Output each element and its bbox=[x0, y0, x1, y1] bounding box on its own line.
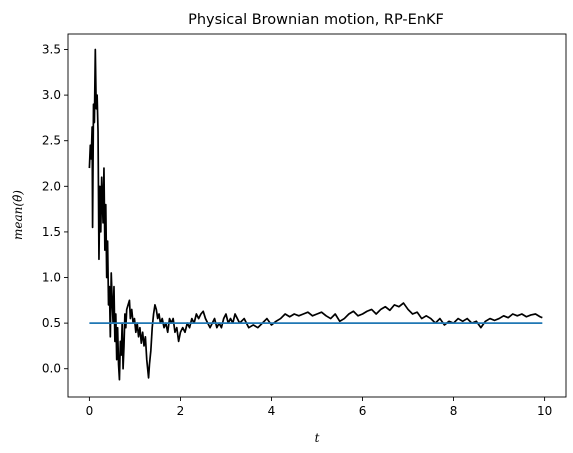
chart-title: Physical Brownian motion, RP-EnKF bbox=[188, 12, 444, 28]
x-axis-label: t bbox=[315, 431, 320, 445]
x-tick-label: 6 bbox=[359, 404, 367, 418]
y-tick-label: 1.0 bbox=[42, 271, 61, 285]
x-tick-label: 2 bbox=[177, 404, 185, 418]
y-axis-ticks: 0.0 0.5 1.0 1.5 2.0 2.5 3.0 3.5 bbox=[42, 43, 68, 376]
y-tick-label: 2.0 bbox=[42, 179, 61, 193]
y-tick-label: 1.5 bbox=[42, 225, 61, 239]
x-tick-label: 10 bbox=[537, 404, 552, 418]
y-tick-label: 3.0 bbox=[42, 88, 61, 102]
y-tick-label: 3.5 bbox=[42, 43, 61, 57]
y-tick-label: 2.5 bbox=[42, 134, 61, 148]
y-tick-label: 0.0 bbox=[42, 362, 61, 376]
y-axis-label: mean(θ̂) bbox=[11, 190, 25, 240]
plot-frame bbox=[67, 33, 567, 398]
series-layer bbox=[88, 48, 543, 381]
y-tick-label: 0.5 bbox=[42, 316, 61, 330]
x-tick-label: 4 bbox=[268, 404, 276, 418]
x-tick-label: 0 bbox=[86, 404, 94, 418]
series-line-estimate bbox=[88, 48, 543, 381]
x-tick-label: 8 bbox=[450, 404, 458, 418]
x-axis-ticks: 0 2 4 6 8 10 bbox=[86, 397, 552, 418]
